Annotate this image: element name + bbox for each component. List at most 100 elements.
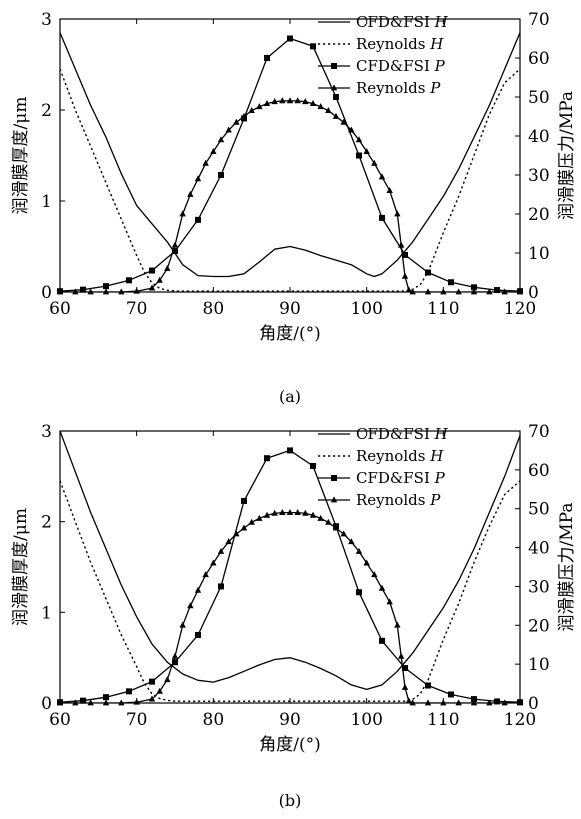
- series-reynolds-p-marker: [187, 602, 194, 609]
- series-cfd-fsi-p-marker: [241, 497, 247, 504]
- series-reynolds-p-marker: [148, 695, 156, 702]
- legend-cfd-fsi-p-marker: [331, 475, 337, 481]
- series-reynolds-p-marker: [332, 112, 340, 119]
- series-reynolds-p-marker: [501, 699, 508, 706]
- series-reynolds-p-marker: [401, 683, 409, 690]
- series-reynolds-p-marker: [133, 698, 140, 705]
- x-tick-label: 70: [126, 710, 148, 730]
- series-reynolds-p-marker: [394, 210, 401, 217]
- series-cfd-fsi-p-marker: [149, 678, 155, 685]
- y-right-tick-label: 30: [528, 577, 550, 597]
- legend-reynolds-h-label-var: H: [429, 35, 444, 53]
- series-reynolds-p-marker: [394, 621, 401, 628]
- series-reynolds-p-marker: [179, 621, 186, 628]
- x-tick-label: 100: [350, 710, 382, 730]
- x-tick-label: 120: [504, 710, 536, 730]
- series-reynolds-p-marker: [340, 530, 347, 537]
- series-reynolds-p-marker: [225, 538, 232, 545]
- legend-cfd-fsi-h-label-main: CFD&FSI: [356, 13, 435, 31]
- series-cfd-fsi-p-line: [60, 449, 520, 703]
- series-reynolds-p-marker: [210, 559, 217, 566]
- series-reynolds-p-marker: [248, 107, 255, 114]
- legend-reynolds-h-label: Reynolds H: [356, 447, 444, 465]
- legend-cfd-fsi-p-label: CFD&FSI P: [356, 57, 446, 75]
- legend-reynolds-p-label-main: Reynolds: [356, 79, 430, 97]
- series-reynolds-p-marker: [302, 509, 309, 516]
- series-reynolds-p-marker: [501, 288, 508, 295]
- y-right-tick-label: 40: [528, 127, 550, 147]
- series-reynolds-p-marker: [164, 265, 171, 271]
- x-tick-label: 120: [504, 299, 536, 319]
- y-right-tick-label: 60: [528, 49, 550, 69]
- y-right-tick-label: 40: [528, 539, 550, 559]
- series-reynolds-p-marker: [348, 126, 355, 133]
- series-reynolds-p-marker: [179, 210, 186, 217]
- series-cfd-fsi-p-marker: [425, 269, 431, 276]
- legend-cfd-fsi-h-label-main: CFD&FSI: [356, 425, 435, 443]
- series-cfd-fsi-p-marker: [310, 43, 316, 50]
- y-right-tick-label: 10: [528, 655, 550, 675]
- series-reynolds-p-marker: [386, 187, 393, 193]
- y-right-tick-label: 30: [528, 166, 550, 186]
- y-left-tick-label: 1: [41, 192, 52, 212]
- series-reynolds-p-marker: [378, 173, 386, 180]
- series-reynolds-p-marker: [217, 136, 225, 143]
- series-reynolds-p-marker: [225, 126, 232, 133]
- series-reynolds-p-marker: [294, 509, 301, 515]
- x-tick-label: 90: [279, 299, 301, 319]
- legend-reynolds-p-marker: [330, 84, 338, 91]
- series-reynolds-p-marker: [271, 509, 278, 516]
- series-reynolds-p-marker: [271, 98, 278, 105]
- series-reynolds-p-marker: [397, 241, 405, 248]
- series-cfd-fsi-p-marker: [425, 682, 431, 689]
- legend-cfd-fsi-p-label-main: CFD&FSI: [356, 469, 435, 487]
- y-right-tick-label: 0: [528, 283, 539, 303]
- legend-reynolds-h-label-main: Reynolds: [356, 447, 430, 465]
- x-tick-label: 70: [126, 299, 148, 319]
- plot-frame: [59, 18, 521, 293]
- legend-reynolds-h-label-main: Reynolds: [356, 35, 430, 53]
- y-left-tick-label: 0: [41, 694, 52, 714]
- x-axis-label: 角度/(°): [259, 324, 321, 344]
- series-reynolds-p-marker: [386, 598, 393, 605]
- x-tick-label: 110: [427, 710, 459, 730]
- x-tick-label: 80: [203, 299, 225, 319]
- series-reynolds-h-line: [60, 480, 520, 702]
- series-reynolds-p-marker: [240, 112, 248, 119]
- series-cfd-fsi-p-marker: [80, 697, 86, 704]
- series-reynolds-p-marker: [378, 584, 386, 591]
- chart-panel-b: 60 70 80 90 100 110 1200123010203040506070角度/(…: [11, 422, 577, 810]
- series-reynolds-p-marker: [409, 699, 416, 706]
- y-right-tick-label: 70: [528, 10, 550, 30]
- series-reynolds-p-marker: [156, 276, 163, 283]
- panel-caption: (a): [279, 387, 301, 406]
- series-reynolds-p-marker: [325, 518, 332, 525]
- series-reynolds-p-marker: [263, 100, 271, 107]
- series-reynolds-p-marker: [363, 148, 370, 154]
- series-reynolds-p-marker: [171, 241, 179, 248]
- x-axis-label: 角度/(°): [259, 735, 321, 755]
- series-cfd-fsi-p-marker: [126, 688, 132, 695]
- plot-frame: [59, 430, 521, 704]
- series-cfd-fsi-p-marker: [356, 152, 362, 159]
- series-reynolds-p-line: [60, 511, 520, 703]
- series-reynolds-p-marker: [470, 288, 478, 295]
- legend-reynolds-p-label-var: P: [429, 79, 441, 97]
- series-reynolds-p-marker: [294, 97, 301, 104]
- series-reynolds-p-marker: [363, 559, 370, 566]
- series-reynolds-p-marker: [332, 524, 340, 531]
- series-cfd-fsi-p-marker: [494, 698, 500, 705]
- series-cfd-fsi-p-marker: [471, 696, 477, 703]
- series-reynolds-p-marker: [455, 699, 462, 706]
- legend-reynolds-p-label-var: P: [429, 491, 441, 509]
- y-left-axis-label: 润滑膜厚度/μm: [11, 508, 31, 626]
- series-reynolds-p-marker: [325, 107, 332, 114]
- series-reynolds-p-marker: [263, 511, 271, 518]
- series-cfd-fsi-h-line: [60, 431, 520, 691]
- series-reynolds-p-marker: [102, 288, 110, 295]
- series-cfd-fsi-p-marker: [195, 632, 201, 638]
- y-right-tick-label: 20: [528, 616, 550, 636]
